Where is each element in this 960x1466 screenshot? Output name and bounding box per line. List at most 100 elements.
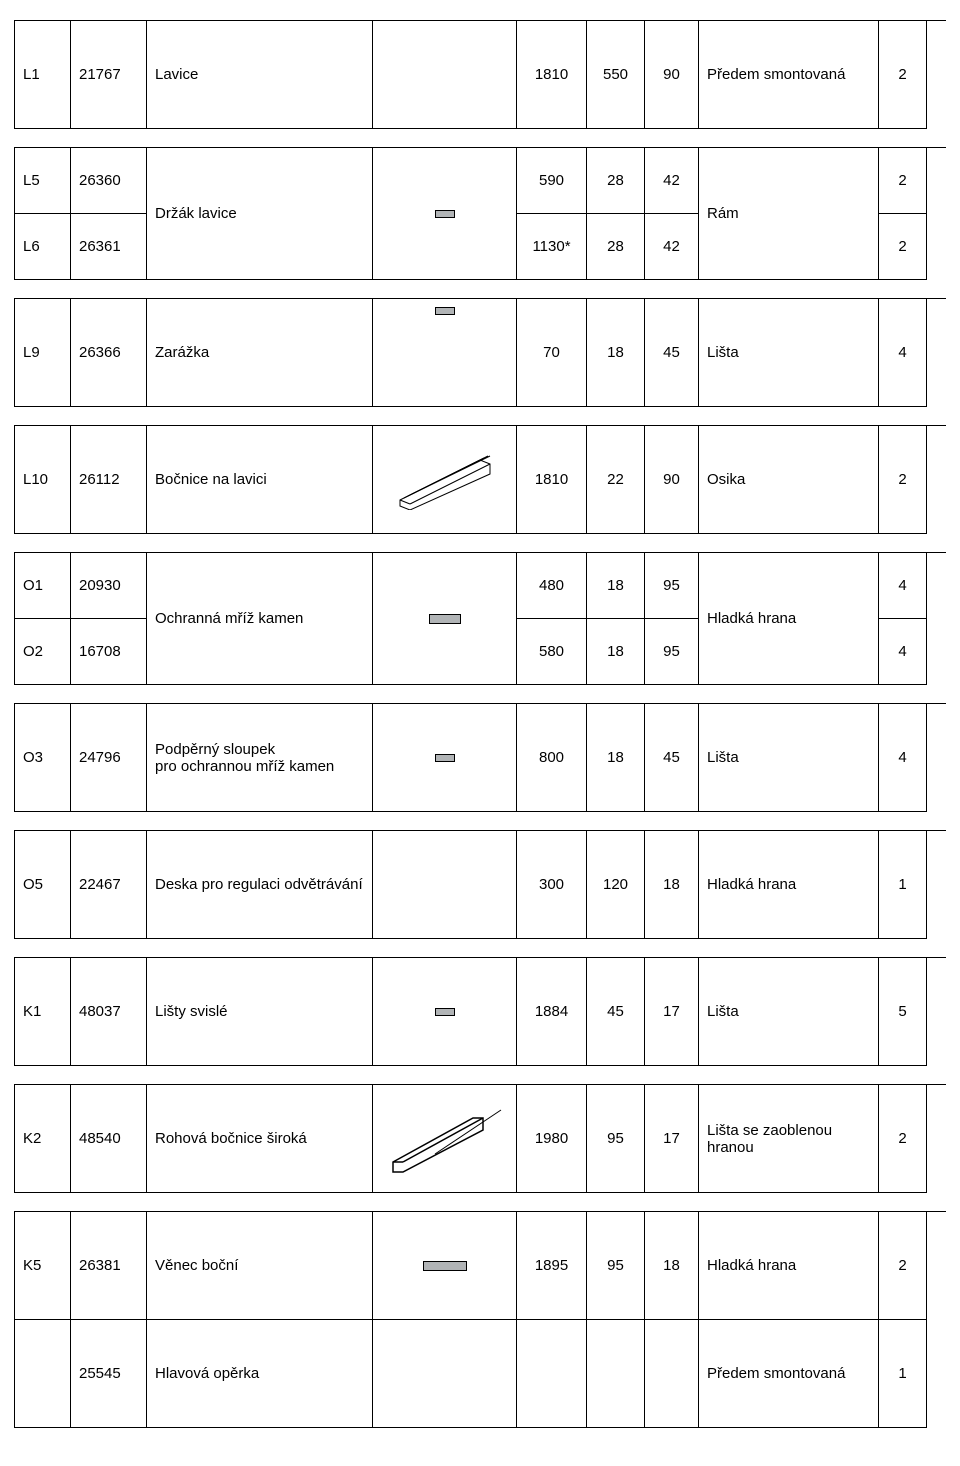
part-name: Deska pro regulaci odvětrávání (147, 831, 373, 939)
part-qty: 4 (879, 299, 927, 407)
part-number: 20930 (71, 553, 147, 619)
part-note: Hladká hrana (699, 1212, 879, 1320)
part-note: Předem smontovaná (699, 1320, 879, 1428)
parts-table: O522467Deska pro regulaci odvětrávání 300… (14, 830, 946, 939)
dim-2: 45 (587, 958, 645, 1066)
dim-1: 1884 (517, 958, 587, 1066)
part-number: 26366 (71, 299, 147, 407)
part-code: L1 (15, 21, 71, 129)
part-number: 25545 (71, 1320, 147, 1428)
part-name: Držák lavice (147, 148, 373, 280)
part-illustration (373, 148, 517, 280)
parts-table: L926366Zarážka701845Lišta4 (14, 298, 946, 407)
part-note: Lišta (699, 704, 879, 812)
part-illustration (373, 21, 517, 129)
dim-1: 1980 (517, 1085, 587, 1193)
part-number: 48540 (71, 1085, 147, 1193)
part-name: Věnec boční (147, 1212, 373, 1320)
dim-2: 120 (587, 831, 645, 939)
dim-2: 18 (587, 553, 645, 619)
part-qty: 2 (879, 21, 927, 129)
part-code: O5 (15, 831, 71, 939)
dim-3: 17 (645, 958, 699, 1066)
part-name: Podpěrný sloupek pro ochrannou mříž kame… (147, 704, 373, 812)
dim-2: 18 (587, 619, 645, 685)
part-note: Hladká hrana (699, 831, 879, 939)
dim-1: 70 (517, 299, 587, 407)
dim-1: 300 (517, 831, 587, 939)
part-note: Lišta (699, 958, 879, 1066)
dim-2 (587, 1320, 645, 1428)
part-code: K2 (15, 1085, 71, 1193)
parts-table: L1026112Bočnice na lavici 18102290Osika2 (14, 425, 946, 534)
part-code: K1 (15, 958, 71, 1066)
part-name: Ochranná mříž kamen (147, 553, 373, 685)
dim-3: 95 (645, 553, 699, 619)
dim-1: 1895 (517, 1212, 587, 1320)
part-qty: 1 (879, 831, 927, 939)
dim-3: 42 (645, 214, 699, 280)
part-number: 26112 (71, 426, 147, 534)
dim-2: 22 (587, 426, 645, 534)
dim-3: 45 (645, 704, 699, 812)
part-qty: 1 (879, 1320, 927, 1428)
part-note: Osika (699, 426, 879, 534)
dim-1: 1810 (517, 426, 587, 534)
dim-3: 17 (645, 1085, 699, 1193)
profile-icon (435, 754, 455, 762)
part-note: Lišta se zaoblenou hranou (699, 1085, 879, 1193)
part-number: 26381 (71, 1212, 147, 1320)
dim-1: 580 (517, 619, 587, 685)
part-note: Lišta (699, 299, 879, 407)
dim-3: 18 (645, 831, 699, 939)
part-code: O2 (15, 619, 71, 685)
part-illustration (373, 831, 517, 939)
dim-2: 95 (587, 1212, 645, 1320)
parts-table: O120930Ochranná mříž kamen 4801895Hladká … (14, 552, 946, 685)
part-qty: 2 (879, 426, 927, 534)
part-note: Rám (699, 148, 879, 280)
dim-2: 18 (587, 299, 645, 407)
part-code: O1 (15, 553, 71, 619)
dim-3: 90 (645, 21, 699, 129)
profile-icon (435, 1008, 455, 1016)
part-note: Hladká hrana (699, 553, 879, 685)
part-name: Hlavová opěrka (147, 1320, 373, 1428)
dim-1: 1810 (517, 21, 587, 129)
part-illustration (373, 704, 517, 812)
part-code: L9 (15, 299, 71, 407)
dim-1 (517, 1320, 587, 1428)
dim-3: 95 (645, 619, 699, 685)
part-illustration (373, 553, 517, 685)
part-number: 16708 (71, 619, 147, 685)
profile-icon (435, 210, 455, 218)
parts-table: K148037Lišty svislé18844517Lišta5 (14, 957, 946, 1066)
board-icon (385, 1104, 505, 1174)
part-code: K5 (15, 1212, 71, 1320)
dim-3: 45 (645, 299, 699, 407)
dim-1: 480 (517, 553, 587, 619)
part-number: 26361 (71, 214, 147, 280)
dim-3: 90 (645, 426, 699, 534)
part-qty: 2 (879, 148, 927, 214)
parts-table: K248540Rohová bočnice široká 19809517Liš… (14, 1084, 946, 1193)
dim-1: 1130* (517, 214, 587, 280)
part-qty: 4 (879, 619, 927, 685)
part-qty: 2 (879, 1212, 927, 1320)
parts-table: L526360Držák lavice5902842Rám2L626361113… (14, 147, 946, 280)
parts-table: L121767Lavice181055090Předem smontovaná2 (14, 20, 946, 129)
part-illustration (373, 1320, 517, 1428)
part-note: Předem smontovaná (699, 21, 879, 129)
part-number: 24796 (71, 704, 147, 812)
part-name: Bočnice na lavici (147, 426, 373, 534)
part-code: O3 (15, 704, 71, 812)
part-name: Rohová bočnice široká (147, 1085, 373, 1193)
part-name: Lišty svislé (147, 958, 373, 1066)
profile-icon (429, 614, 461, 624)
part-qty: 5 (879, 958, 927, 1066)
part-code: L10 (15, 426, 71, 534)
part-name: Lavice (147, 21, 373, 129)
part-number: 22467 (71, 831, 147, 939)
dim-3 (645, 1320, 699, 1428)
part-number: 21767 (71, 21, 147, 129)
